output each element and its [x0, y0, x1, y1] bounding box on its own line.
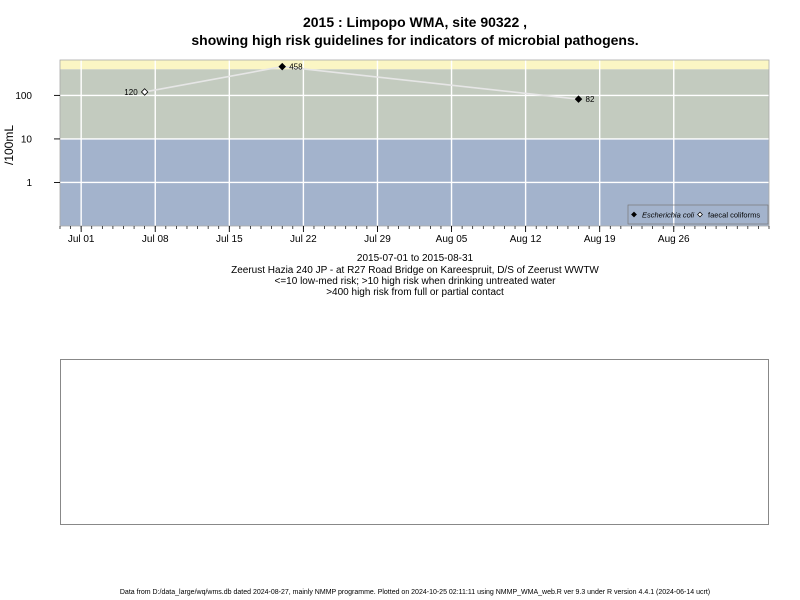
x-tick-label: Jul 01: [68, 234, 95, 245]
legend-box: [627, 204, 769, 225]
x-tick-label: Aug 26: [658, 234, 690, 245]
x-tick-label: Jul 29: [364, 234, 391, 245]
footer-note: Data from D:/data_large/wq/wms.db dated …: [119, 589, 711, 596]
chart-title-line1: 2015 : Limpopo WMA, site 90322 ,: [302, 14, 528, 30]
grid-lines: [60, 60, 769, 226]
x-tick-label: Jul 08: [142, 234, 169, 245]
data-label: 458: [289, 63, 303, 72]
caption-site: Zeerust Hazia 240 JP - at R27 Road Bridg…: [231, 265, 599, 276]
risk-bands: [60, 60, 769, 226]
legend: Escherichia coli faecal coliforms: [627, 204, 769, 225]
chart-title-line2: showing high risk guidelines for indicat…: [191, 32, 639, 48]
caption-risk-low: <=10 low-med risk; >10 high risk when dr…: [274, 276, 556, 287]
data-point: [140, 88, 149, 96]
x-tick-label: Jul 15: [216, 234, 243, 245]
axes: Jul 01 Jul 08 Jul 15 Jul 22 Jul 29 Aug 05 Aug …: [15, 59, 770, 245]
y-tick-label: 1: [26, 178, 32, 189]
data-series: 458 82 120: [124, 63, 595, 105]
x-tick-label: Aug 12: [510, 234, 542, 245]
data-label: 120: [124, 88, 138, 97]
x-tick-label: Aug 19: [584, 234, 616, 245]
y-tick-label: 10: [21, 134, 33, 145]
legend-label: faecal coliforms: [708, 210, 760, 219]
empty-plot-panel: [60, 359, 769, 525]
y-axis-label: /100mL: [2, 125, 16, 165]
x-tick-label: Jul 22: [290, 234, 317, 245]
y-tick-label: 100: [15, 91, 32, 102]
data-point: [574, 95, 583, 103]
plot-frame: [59, 59, 770, 227]
data-label: 82: [586, 95, 595, 104]
legend-marker: [631, 211, 637, 218]
legend-label: Escherichia coli: [642, 210, 694, 219]
risk-band-1: [60, 69, 769, 139]
main-chart: 458 82 120 Jul 01 Jul 08 Jul 15 Jul 22 Jul 29 A…: [2, 59, 770, 245]
caption-risk-high: >400 high risk from full or partial cont…: [326, 287, 504, 298]
data-point: [278, 62, 286, 71]
risk-band-2: [60, 60, 769, 70]
x-tick-label: Aug 05: [436, 234, 468, 245]
caption-date-range: 2015-07-01 to 2015-08-31: [356, 253, 474, 264]
legend-marker: [697, 211, 703, 218]
